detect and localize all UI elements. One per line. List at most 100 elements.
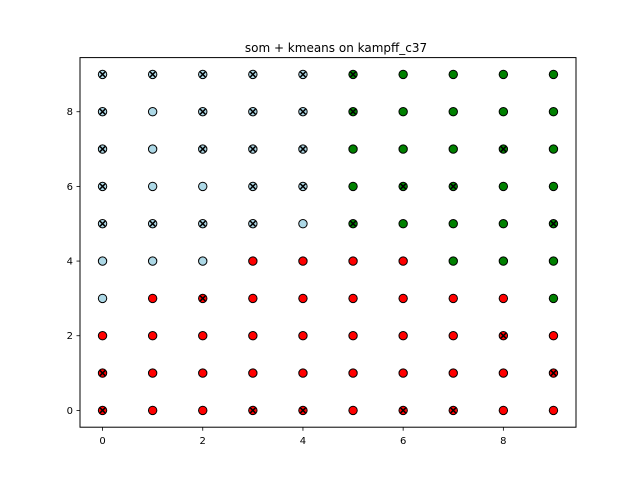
x-marker — [199, 295, 206, 302]
data-point-red — [448, 293, 458, 304]
x-marker — [99, 220, 106, 227]
data-point-red — [298, 256, 308, 266]
data-point-green — [398, 69, 408, 80]
x-marker — [249, 71, 256, 78]
data-point-red — [548, 405, 559, 416]
x-marker — [249, 220, 256, 227]
data-point-red — [198, 331, 208, 341]
data-point-red — [147, 368, 158, 378]
y-tick-label: 4 — [67, 257, 73, 268]
x-marker — [149, 220, 156, 227]
x-marker — [400, 407, 407, 414]
data-point-lightblue — [147, 181, 158, 192]
data-point-red — [498, 368, 509, 378]
data-point-green — [448, 144, 458, 154]
data-point-green — [548, 256, 559, 266]
x-tick-label: 0 — [99, 436, 105, 447]
data-point-red — [147, 331, 158, 341]
y-tick-label: 8 — [67, 107, 73, 118]
data-point-red — [298, 293, 308, 304]
data-point-red — [348, 293, 358, 304]
data-point-green — [548, 181, 559, 192]
x-marker — [199, 220, 206, 227]
x-marker — [450, 183, 457, 190]
x-axis: 0 2 4 6 8 — [99, 427, 507, 447]
x-marker — [299, 108, 307, 115]
x-marker — [450, 407, 457, 414]
data-point-green — [498, 256, 509, 266]
data-point-red — [198, 368, 208, 378]
data-point-lightblue — [198, 181, 208, 192]
x-marker — [99, 145, 106, 153]
data-point-lightblue — [97, 256, 108, 266]
data-point-red — [147, 293, 158, 304]
data-point-red — [548, 331, 559, 341]
data-point-red — [398, 368, 408, 378]
data-point-red — [248, 331, 258, 341]
y-tick-label: 6 — [67, 182, 73, 193]
data-point-lightblue — [147, 256, 158, 266]
x-tick-label: 4 — [300, 436, 306, 447]
data-point-green — [348, 181, 358, 192]
x-marker — [349, 220, 357, 227]
data-point-lightblue — [147, 107, 158, 117]
x-marker — [99, 369, 106, 377]
chart-title: som + kmeans on kampff_c37 — [245, 41, 427, 55]
x-marker — [99, 108, 106, 115]
data-point-green — [448, 256, 458, 266]
x-marker — [299, 71, 307, 78]
x-marker — [249, 145, 256, 153]
x-marker — [500, 145, 507, 153]
x-marker — [550, 369, 557, 377]
data-point-lightblue — [298, 219, 308, 229]
data-point-green — [448, 107, 458, 117]
data-point-green — [498, 219, 509, 229]
data-point-green — [398, 219, 408, 229]
x-marker — [299, 407, 307, 414]
x-marker — [550, 220, 557, 227]
y-tick-label: 0 — [67, 406, 73, 417]
data-point-lightblue — [147, 144, 158, 154]
data-point-red — [398, 331, 408, 341]
x-marker — [199, 108, 206, 115]
data-point-green — [448, 219, 458, 229]
data-point-green — [498, 181, 509, 192]
x-marker — [249, 407, 256, 414]
data-point-green — [498, 107, 509, 117]
data-point-red — [248, 256, 258, 266]
data-point-red — [348, 405, 358, 416]
data-point-red — [248, 293, 258, 304]
x-marker — [349, 71, 357, 78]
data-point-red — [498, 405, 509, 416]
x-marker — [249, 108, 256, 115]
x-marker — [99, 407, 106, 414]
data-point-green — [548, 293, 559, 304]
data-point-red — [498, 293, 509, 304]
x-marker — [299, 145, 307, 153]
data-point-red — [298, 331, 308, 341]
data-point-green — [398, 144, 408, 154]
x-tick-label: 6 — [400, 436, 406, 447]
x-marker — [500, 332, 507, 339]
data-point-red — [147, 405, 158, 416]
data-point-green — [548, 107, 559, 117]
data-point-green — [548, 69, 559, 80]
data-point-green — [448, 69, 458, 80]
x-marker — [149, 71, 156, 78]
data-point-red — [448, 331, 458, 341]
data-point-lightblue — [97, 293, 108, 304]
x-tick-label: 2 — [200, 436, 206, 447]
data-point-lightblue — [198, 256, 208, 266]
x-marker — [299, 183, 307, 190]
data-point-red — [248, 368, 258, 378]
data-point-green — [548, 144, 559, 154]
y-tick-label: 2 — [67, 331, 73, 342]
data-point-red — [97, 331, 108, 341]
y-axis: 0 2 4 6 8 — [67, 107, 80, 417]
data-point-red — [348, 331, 358, 341]
data-point-red — [348, 368, 358, 378]
x-marker — [400, 183, 407, 190]
x-tick-label: 8 — [500, 436, 506, 447]
x-marker — [199, 71, 206, 78]
